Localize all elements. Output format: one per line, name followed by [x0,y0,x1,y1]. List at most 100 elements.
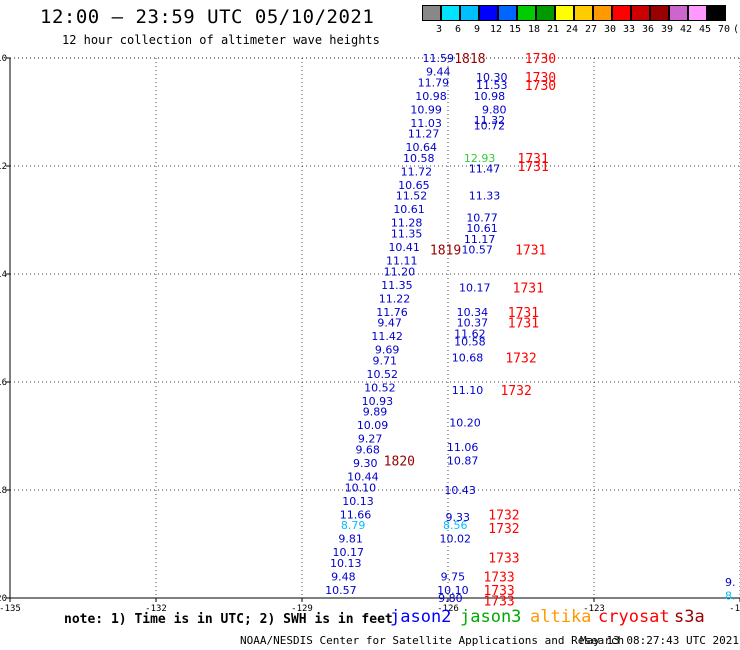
scale-swatch [460,5,479,21]
wave-height-value: 9.27 [358,433,383,446]
wave-height-value: 11.20 [384,265,416,278]
wave-height-value: 11.27 [408,128,440,141]
wave-height-value: 8. [725,589,736,602]
lat-label: 10 [0,54,7,64]
wave-height-value: 10.17 [459,282,491,295]
scale-label: 33 [622,24,636,35]
wave-height-value: 9.71 [372,354,397,367]
wave-height-value: 9.30 [353,457,378,470]
scale-swatch [441,5,460,21]
wave-height-value: 11.79 [418,76,450,89]
scale-swatch [536,5,555,21]
wave-height-value: 10.68 [452,352,484,365]
scale-swatch [517,5,536,21]
wave-height-value: 11.52 [396,190,428,203]
wave-height-value: 11.72 [401,165,433,178]
lat-label: 20 [0,594,7,604]
wave-height-value: 11.33 [469,190,501,203]
wave-height-value: 10.52 [367,368,399,381]
wave-height-value: 11.17 [464,233,496,246]
wave-height-value: 11.11 [386,255,418,268]
legend-cryosat: cryosat [598,607,670,627]
scale-swatch [498,5,517,21]
legend-s3a: s3a [674,607,705,627]
wave-height-value: 10.17 [332,546,364,559]
wave-height-value: 10.61 [466,222,498,235]
scale-label: 70 [717,24,731,35]
scale-swatch [631,5,650,21]
wave-height-value: 9.75 [441,570,466,583]
wave-height-value: 10.64 [405,141,437,154]
pass-time-label: 1732 [505,352,536,367]
scale-label: 12 [489,24,503,35]
pass-time-label: 1731 [518,160,549,175]
scale-swatch [555,5,574,21]
wave-height-value: 10.09 [357,419,389,432]
scale-label: 39 [660,24,674,35]
wave-height-value: 11.03 [410,117,442,130]
lon-label: -135 [0,604,21,614]
wave-height-value: 10.99 [410,103,442,116]
pass-time-label: 1732 [488,522,519,537]
wave-height-value: 10.87 [447,454,479,467]
wave-height-value: 10.13 [330,557,362,570]
scale-swatch [688,5,707,21]
scale-label: 9 [473,24,481,35]
wave-height-value: 10.72 [474,120,506,133]
scale-label: 15 [508,24,522,35]
scale-swatch [650,5,669,21]
lat-label: 16 [0,378,7,388]
wave-height-value: 10.20 [449,417,481,430]
lon-label: -132 [145,604,167,614]
scale-swatch [479,5,498,21]
scale-swatch [593,5,612,21]
pass-time-label: 1731 [508,306,539,321]
wave-height-value: 11.35 [381,279,413,292]
map-title: 12:00 – 23:59 UTC 05/10/2021 [40,6,375,28]
lon-label: -126 [437,604,459,614]
wave-height-value: 11.47 [469,163,501,176]
wave-height-value: 10.65 [398,179,430,192]
scale-label: 42 [679,24,693,35]
pass-time-label: 1731 [518,152,549,167]
scale-swatch [422,5,441,21]
wave-height-value: 10.10 [437,584,469,597]
scale-label: 18 [527,24,541,35]
credit-line: NOAA/NESDIS Center for Satellite Applica… [240,634,625,647]
wave-height-value: 10.41 [388,241,420,254]
scale-swatch [612,5,631,21]
wave-height-value: 11.42 [371,330,403,343]
wave-height-value: 10.34 [457,306,489,319]
lon-label: -129 [291,604,313,614]
wave-height-value: 9.81 [338,533,363,546]
wave-height-value: 10.58 [454,336,486,349]
wave-height-value: 11.59 [423,52,455,65]
pass-time-label: 1731 [508,317,539,332]
pass-time-label: 1730 [525,71,556,86]
wave-height-value: 10.77 [466,211,498,224]
pass-time-label: 1733 [488,552,519,567]
pass-time-label: 1732 [500,384,531,399]
wave-height-value: 10.52 [364,381,396,394]
wave-height-value: 9.69 [375,344,400,357]
generated-timestamp: May 13 08:27:43 UTC 2021 [580,634,739,647]
wave-height-value: 9.80 [482,103,507,116]
scale-label: 36 [641,24,655,35]
pass-time-label: 1819 [430,244,461,259]
scale-label: 30 [603,24,617,35]
lat-label: 12 [0,162,7,172]
wave-height-value: 10.98 [415,90,447,103]
wave-height-value: 11.35 [391,228,423,241]
lat-label: 18 [0,486,7,496]
wave-height-value: 10.37 [457,317,489,330]
wave-height-value: 11.22 [379,292,411,305]
scale-label: 24 [565,24,579,35]
wave-height-value: 10.61 [393,203,425,216]
pass-time-label: 1730 [525,79,556,94]
map-subtitle: 12 hour collection of altimeter wave hei… [62,33,380,47]
scale-swatch [707,5,726,21]
wave-height-value: 11.10 [452,384,484,397]
wave-height-value: 11.62 [454,327,486,340]
pass-time-label: 1731 [515,244,546,259]
wave-height-value: 11.06 [447,441,479,454]
